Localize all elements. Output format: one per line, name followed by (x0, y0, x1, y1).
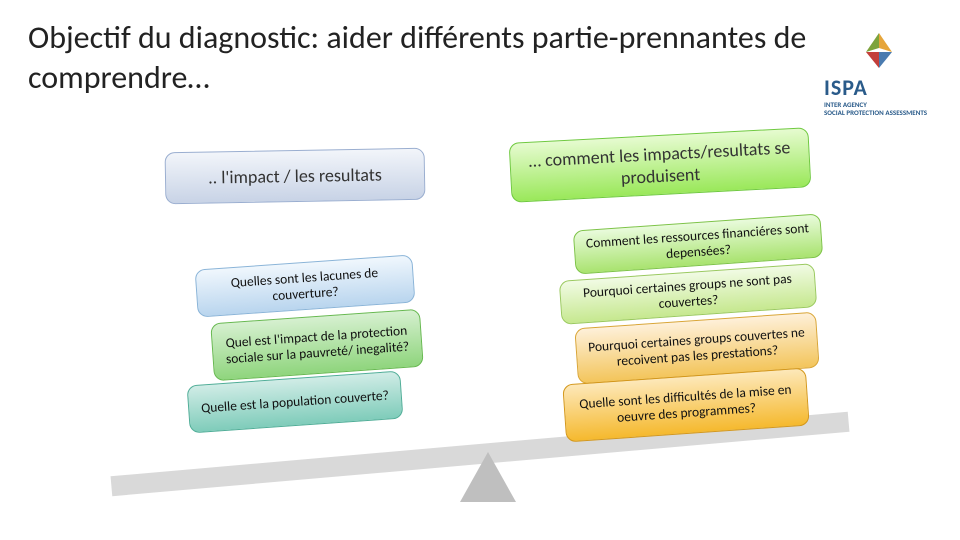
right-card-3-text: Quelle sont les difficultés de la mise e… (574, 382, 798, 428)
header-box-how-text: … comment les impacts/resultats se produ… (522, 136, 798, 194)
right-card-0-text: Comment les ressources financiéres sont … (584, 221, 812, 268)
left-card-0: Quelles sont les lacunes de couverture? (195, 254, 416, 317)
ispa-logo: ISPA INTER AGENCYSOCIAL PROTECTION ASSES… (824, 30, 934, 116)
ispa-logo-name: ISPA (824, 74, 934, 101)
right-card-1-text: Pourquoi certaines groups ne sont pas co… (570, 270, 806, 317)
ispa-logo-subtitle: INTER AGENCYSOCIAL PROTECTION ASSESSMENT… (824, 101, 934, 116)
page-title: Objectif du diagnostic: aider différents… (28, 18, 828, 98)
left-card-2-text: Quelle est la population couverte? (201, 388, 390, 417)
seesaw-fulcrum (460, 452, 516, 502)
header-box-impact-text: .. l'impact / les resultats (208, 163, 382, 188)
ispa-logo-icon (854, 30, 904, 70)
right-card-2-text: Pourquoi certaines groups couvertes ne r… (586, 325, 808, 371)
left-card-1-text: Quel est l'impact de la protection socia… (222, 323, 412, 367)
header-box-impact: .. l'impact / les resultats (165, 148, 426, 205)
left-card-0-text: Quelles sont les lacunes de couverture? (206, 264, 404, 309)
header-box-how: … comment les impacts/resultats se produ… (509, 127, 812, 203)
